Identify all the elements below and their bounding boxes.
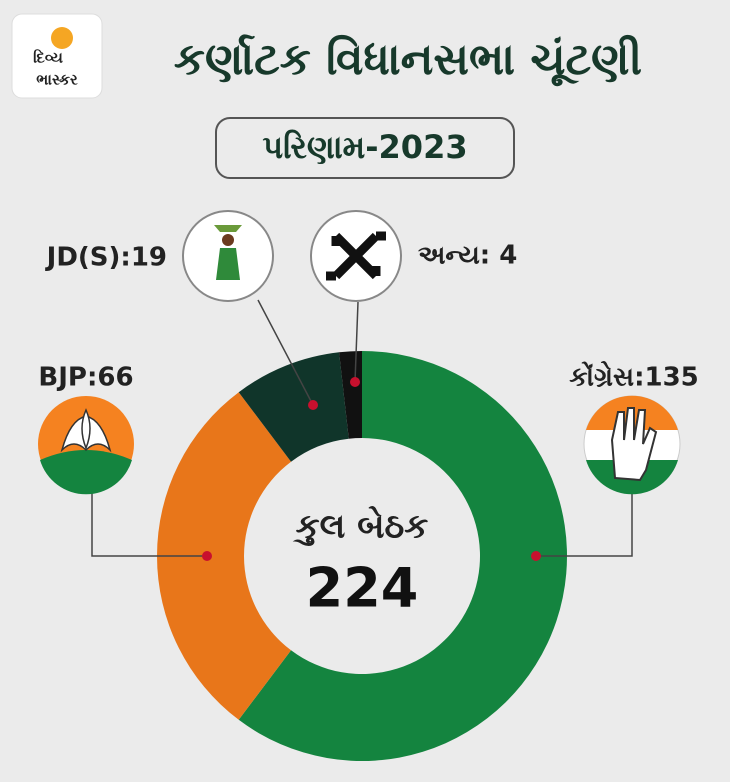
value-label: JD(S):19 xyxy=(45,243,167,273)
chart-subtitle: પરિણામ-2023 xyxy=(262,128,467,166)
value-label: BJP:66 xyxy=(38,363,133,393)
logo-text: દિવ્ય xyxy=(33,49,63,67)
leader-line xyxy=(257,299,314,406)
congress-icon xyxy=(583,395,681,495)
leader-line xyxy=(91,490,207,557)
slice xyxy=(157,392,292,720)
hand xyxy=(610,407,658,482)
swastika xyxy=(326,231,386,281)
body xyxy=(216,248,240,280)
leader-line xyxy=(536,494,633,557)
slice xyxy=(238,351,568,761)
subtitle-box xyxy=(215,117,515,179)
jds-icon xyxy=(182,210,274,302)
center-total: 224 xyxy=(306,557,419,620)
crop xyxy=(214,225,242,232)
value-label: અન્ય: 4 xyxy=(418,241,517,271)
dot xyxy=(531,551,541,561)
logo-box xyxy=(11,13,103,99)
dot xyxy=(202,551,212,561)
slice xyxy=(238,352,349,462)
leader-line xyxy=(354,301,359,383)
leaders xyxy=(91,299,633,557)
dots xyxy=(202,377,541,561)
center-title: કુલ બેઠક xyxy=(293,505,429,547)
slice xyxy=(339,351,362,439)
value-label: કોંગ્રેસ:135 xyxy=(569,361,699,392)
logo-sun xyxy=(51,27,73,49)
dot xyxy=(308,400,318,410)
logo-text: ભાસ્કર xyxy=(36,71,78,89)
chart-title: કર્ણાટક વિધાનસભા ચૂંટણી xyxy=(174,34,642,86)
head xyxy=(222,234,234,246)
others-icon xyxy=(310,210,402,302)
lotus xyxy=(81,408,91,451)
donut xyxy=(157,351,568,761)
logo: દિવ્ય ભાસ્કર xyxy=(11,13,103,99)
dot xyxy=(350,377,360,387)
icon-band xyxy=(40,450,132,495)
bjp-icon xyxy=(38,396,134,495)
